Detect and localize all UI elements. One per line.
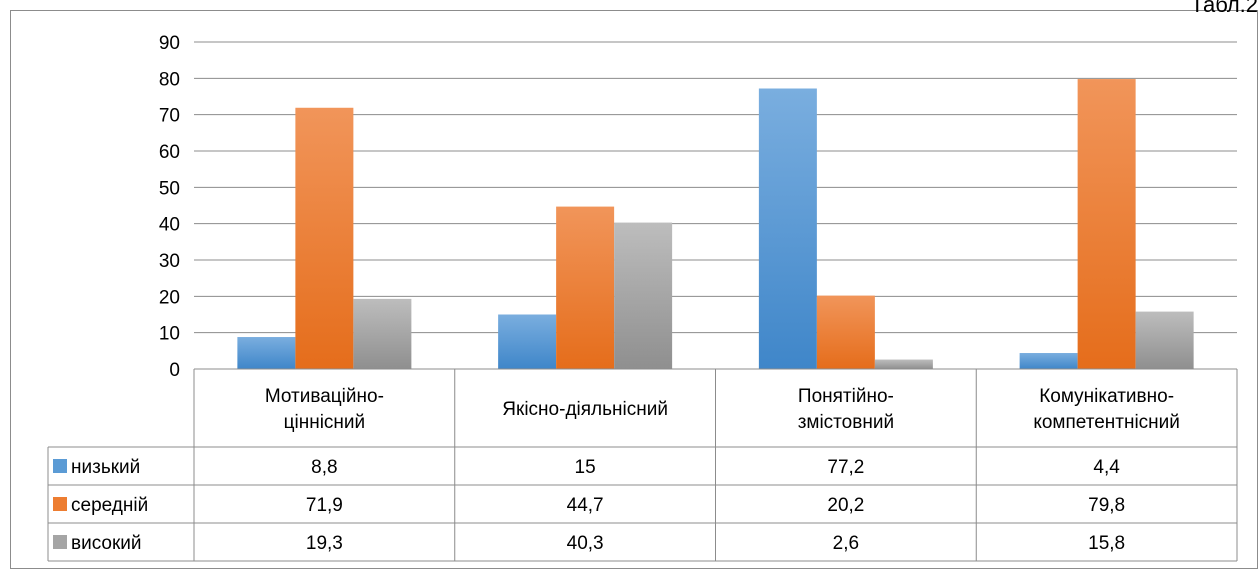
legend-swatch-середній [53,497,67,511]
legend-label: середній [71,495,148,516]
bar-низький [237,337,296,369]
legend-swatch-низький [53,459,67,473]
y-tick-label: 50 [159,178,180,199]
bar-високий [353,298,412,369]
y-axis-ticks: 0 10 20 30 40 50 60 70 80 90 [159,33,180,381]
bar-середній [556,206,615,369]
bar-високий [1135,311,1194,369]
data-value: 15 [575,457,596,478]
bar-низький [1019,353,1078,369]
category-label: компетентнісний [1033,412,1180,433]
chart-frame [10,10,1258,569]
data-value: 77,2 [827,457,864,478]
y-tick-label: 0 [169,360,180,381]
legend-swatch-високий [53,535,67,549]
bar-низький [498,314,557,369]
table-number-label: Табл.2 [1190,0,1258,17]
data-value: 8,8 [311,457,337,478]
y-tick-label: 80 [159,69,180,90]
y-tick-label: 30 [159,251,180,272]
bars [237,79,1194,370]
bar-середній [1077,79,1136,369]
category-label: Якісно-діяльнісний [502,399,668,420]
data-value: 20,2 [827,495,864,516]
data-value: 71,9 [306,495,343,516]
y-tick-label: 10 [159,324,180,345]
y-tick-label: 60 [159,142,180,163]
legend-label: високий [71,533,142,554]
bar-середній [816,295,875,369]
y-tick-label: 90 [159,33,180,54]
category-label: Комунікативно- [1039,386,1174,407]
category-label: ціннісний [284,412,366,433]
data-value: 44,7 [567,495,604,516]
y-tick-label: 20 [159,287,180,308]
data-value: 4,4 [1093,457,1120,478]
data-table: Мотиваційно-ціннісний Якісно-діяльнісний П… [47,368,1238,562]
category-label: Понятійно- [798,386,894,407]
y-tick-label: 40 [159,215,180,236]
data-value: 15,8 [1088,533,1125,554]
data-value: 2,6 [833,533,859,554]
bar-низький [758,88,817,370]
data-value: 40,3 [567,533,604,554]
bar-середній [295,107,354,369]
data-value: 19,3 [306,533,343,554]
category-label: змістовний [798,412,894,433]
data-value: 79,8 [1088,495,1125,516]
bar-високий [874,359,933,369]
gridlines [194,41,1237,370]
y-tick-label: 70 [159,106,180,127]
legend-label: низький [71,457,140,478]
category-label: Мотиваційно- [265,386,384,407]
bar-високий [614,222,673,369]
